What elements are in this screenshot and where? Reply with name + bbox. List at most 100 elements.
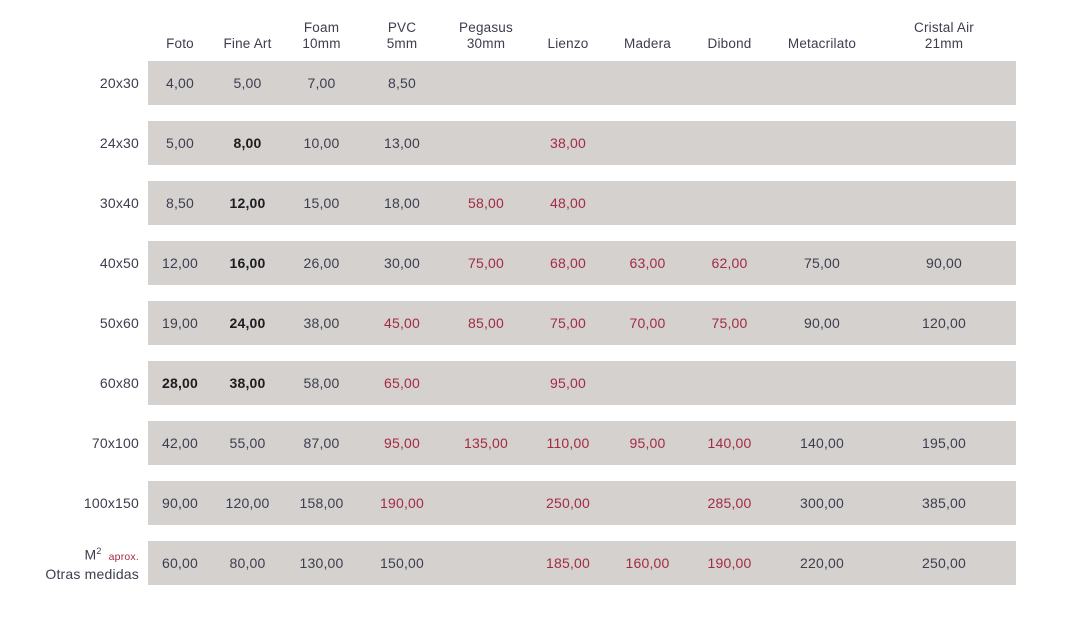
column-header-line1: Metacrilato: [787, 36, 857, 51]
price-cell: 220,00: [772, 541, 872, 585]
price-cell: 250,00: [528, 481, 608, 525]
price-cell: 38,00: [283, 301, 360, 345]
price-cell: 110,00: [528, 421, 608, 465]
price-cell: 75,00: [687, 301, 772, 345]
price-cell: [444, 541, 528, 585]
price-cell: 95,00: [360, 421, 444, 465]
price-cell: [687, 361, 772, 405]
price-cell: 190,00: [360, 481, 444, 525]
price-cell: [772, 181, 872, 225]
row-label-m2-line: M2 aprox.: [85, 543, 139, 566]
column-header: Lienzo: [528, 0, 608, 61]
row-label: 50x60: [0, 301, 148, 345]
column-header-line2: 21mm: [924, 36, 964, 51]
price-cell: 140,00: [772, 421, 872, 465]
column-header-line2: 10mm: [302, 36, 341, 51]
price-cell: 7,00: [283, 61, 360, 105]
price-cell: 8,50: [360, 61, 444, 105]
price-cell: 62,00: [687, 241, 772, 285]
row-label-aprox-note: aprox.: [108, 550, 139, 563]
column-header-line1: Foam: [303, 20, 340, 35]
price-cell: 80,00: [212, 541, 283, 585]
price-cell: 15,00: [283, 181, 360, 225]
price-cell: 130,00: [283, 541, 360, 585]
column-header-line1: Fine Art: [223, 36, 272, 51]
price-cell: 120,00: [872, 301, 1016, 345]
row-label: 30x40: [0, 181, 148, 225]
column-header-line1: Foto: [166, 36, 194, 51]
price-cell: 70,00: [608, 301, 687, 345]
price-cell: [772, 61, 872, 105]
price-cell: [687, 61, 772, 105]
price-cell: 95,00: [528, 361, 608, 405]
table-row: 60x80 28,00 38,00 58,00 65,00 95,00: [0, 361, 1078, 405]
price-cell: 10,00: [283, 121, 360, 165]
price-cell: 30,00: [360, 241, 444, 285]
price-cell: 250,00: [872, 541, 1016, 585]
price-cell: 5,00: [148, 121, 212, 165]
price-cell: 38,00: [212, 361, 283, 405]
price-cell: [528, 61, 608, 105]
column-header: PVC 5mm: [360, 0, 444, 61]
price-cell: 42,00: [148, 421, 212, 465]
price-cell: [444, 61, 528, 105]
table-row: 40x50 12,00 16,00 26,00 30,00 75,00 68,00 63,00…: [0, 241, 1078, 285]
price-cell: 87,00: [283, 421, 360, 465]
column-header: Foto: [148, 0, 212, 61]
price-cell: 16,00: [212, 241, 283, 285]
row-label: 40x50: [0, 241, 148, 285]
price-cell: 285,00: [687, 481, 772, 525]
price-cell: 63,00: [608, 241, 687, 285]
price-cell: 135,00: [444, 421, 528, 465]
column-header-line1: PVC: [387, 20, 417, 35]
column-header-line1: Dibond: [707, 36, 752, 51]
column-header: Cristal Air 21mm: [872, 0, 1016, 61]
price-cell: 5,00: [212, 61, 283, 105]
price-cell: 45,00: [360, 301, 444, 345]
price-cell: [608, 61, 687, 105]
price-cell: 68,00: [528, 241, 608, 285]
price-cell: [687, 121, 772, 165]
price-cell: [608, 121, 687, 165]
price-cell: 60,00: [148, 541, 212, 585]
price-cell: 8,50: [148, 181, 212, 225]
column-header: Dibond: [687, 0, 772, 61]
price-cell: 38,00: [528, 121, 608, 165]
row-label: 60x80: [0, 361, 148, 405]
column-header-line1: Madera: [624, 36, 671, 51]
column-header: Madera: [608, 0, 687, 61]
table-row: 20x30 4,00 5,00 7,00 8,50: [0, 61, 1078, 105]
price-cell: [872, 121, 1016, 165]
column-header-line2: 5mm: [386, 36, 418, 51]
price-cell: 8,00: [212, 121, 283, 165]
price-cell: [444, 481, 528, 525]
price-cell: [444, 121, 528, 165]
row-label: M2 aprox. Otras medidas: [0, 541, 148, 585]
price-cell: [772, 121, 872, 165]
price-cell: 90,00: [772, 301, 872, 345]
price-cell: [772, 361, 872, 405]
price-cell: 28,00: [148, 361, 212, 405]
price-cell: [687, 181, 772, 225]
price-cell: [608, 481, 687, 525]
price-cell: [872, 181, 1016, 225]
price-cell: [608, 181, 687, 225]
price-cell: 65,00: [360, 361, 444, 405]
column-header-line1: Cristal Air: [914, 20, 974, 35]
row-label: 100x150: [0, 481, 148, 525]
price-cell: 75,00: [772, 241, 872, 285]
price-cell: 385,00: [872, 481, 1016, 525]
table-row: 24x30 5,00 8,00 10,00 13,00 38,00: [0, 121, 1078, 165]
price-cell: 26,00: [283, 241, 360, 285]
price-cell: 75,00: [528, 301, 608, 345]
price-cell: [444, 361, 528, 405]
price-cell: 158,00: [283, 481, 360, 525]
price-cell: 95,00: [608, 421, 687, 465]
price-cell: 58,00: [283, 361, 360, 405]
price-cell: 75,00: [444, 241, 528, 285]
price-cell: 185,00: [528, 541, 608, 585]
price-cell: 12,00: [212, 181, 283, 225]
price-cell: 85,00: [444, 301, 528, 345]
price-cell: 24,00: [212, 301, 283, 345]
column-header: Fine Art: [212, 0, 283, 61]
